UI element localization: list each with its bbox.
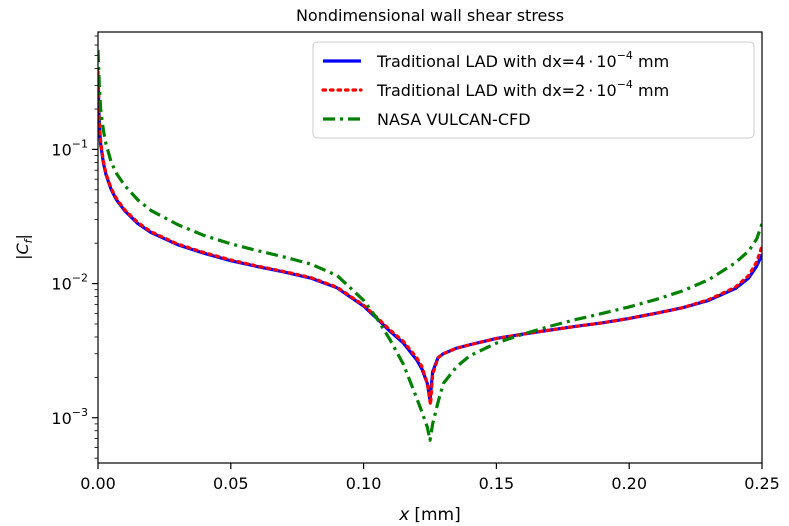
series-layer <box>98 50 762 442</box>
y-axis-label: |Cf| <box>13 234 35 260</box>
legend-label: Traditional LAD with dx=4 · 10−4 mm <box>376 49 669 71</box>
x-axis-label: x [mm] <box>398 505 460 525</box>
legend: Traditional LAD with dx=4 · 10−4 mm Traditi… <box>312 41 755 139</box>
legend-label: NASA VULCAN-CFD <box>377 110 531 129</box>
x-tick-label: 0.25 <box>744 474 780 493</box>
legend-label: Traditional LAD with dx=2 · 10−4 mm <box>376 78 669 100</box>
y-axis: 10−3 10−2 10−1 <box>51 35 98 459</box>
x-tick-label: 0.10 <box>346 474 382 493</box>
x-axis: 0.00 0.05 0.10 0.15 0.20 0.25 <box>80 463 780 493</box>
series-line-2 <box>98 70 762 407</box>
x-tick-label: 0.15 <box>479 474 515 493</box>
series-line-3 <box>98 50 762 442</box>
plot-frame <box>97 31 763 464</box>
x-tick-label: 0.05 <box>213 474 249 493</box>
chart-title: Nondimensional wall shear stress <box>296 6 564 25</box>
y-tick-label: 10−1 <box>51 137 88 159</box>
x-tick-label: 0.20 <box>611 474 647 493</box>
x-axis-variable: x <box>398 505 410 525</box>
x-axis-unit: [mm] <box>414 505 460 525</box>
y-tick-label: 10−3 <box>51 406 88 428</box>
y-tick-label: 10−2 <box>51 272 88 294</box>
x-tick-label: 0.00 <box>80 474 116 493</box>
legend-frame <box>312 41 755 139</box>
